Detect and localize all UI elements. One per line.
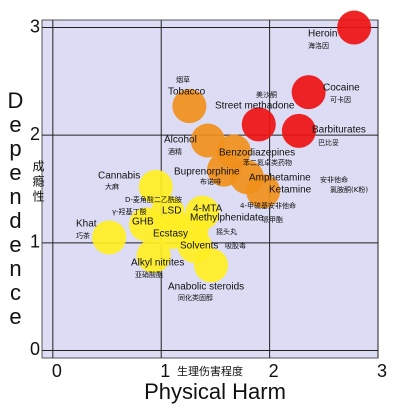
point-label-cn: 吸胶毒	[225, 241, 246, 250]
plot-area	[41, 19, 379, 359]
point-label-cn: 巧茶	[76, 231, 90, 240]
point-label: Amphetamine	[249, 173, 311, 184]
bubble	[291, 75, 326, 110]
bubble	[194, 248, 229, 283]
point-label-cn: 哌甲酯	[262, 215, 283, 224]
x-tick-label: 2	[269, 361, 279, 381]
point-label-cn: 安非他命	[320, 175, 348, 184]
point-label: Benzodiazepines	[219, 148, 295, 159]
point-label: 4-MTA	[193, 204, 223, 215]
point-label: Methylphenidate	[190, 213, 264, 224]
y-label-cn: 成瘾性	[31, 160, 45, 205]
x-label: Physical Harm	[144, 379, 286, 404]
y-tick-label: 1	[30, 232, 40, 252]
point-label: Buprenorphine	[174, 167, 240, 178]
point-label-cn: 海洛因	[308, 41, 329, 50]
point-label-cn: 同化类固醇	[178, 293, 213, 302]
point-label: Cocaine	[323, 83, 360, 94]
bubble	[246, 174, 281, 209]
point-label-cn: 烟草	[176, 75, 190, 84]
bubble	[281, 113, 316, 148]
point-label-cn: D-麦角酸二乙酰胺	[125, 195, 182, 204]
point-label: Anabolic steroids	[168, 282, 244, 293]
point-label: Cannabis	[98, 171, 140, 182]
point-label: Street methadone	[215, 101, 295, 112]
x-tick-label: 1	[160, 361, 170, 381]
point-label: Ecstasy	[153, 229, 188, 240]
bubble	[92, 220, 127, 255]
point-label-cn: 亚硝酸酯	[135, 270, 163, 279]
bubble	[129, 207, 164, 242]
point-label-cn: γ-羟基丁酸	[112, 207, 147, 216]
point-label-cn: 摇头丸	[216, 227, 237, 236]
point-label-cn: 巴比妥	[318, 138, 339, 147]
bubble	[190, 123, 225, 158]
point-label: Khat	[76, 219, 97, 230]
point-label: Barbiturates	[312, 125, 366, 136]
point-label-cn: 苯二氮卓类药物	[243, 158, 292, 167]
y-tick-label: 2	[30, 124, 40, 144]
y-tick-label: 3	[30, 16, 40, 36]
y-tick-label: 0	[30, 339, 40, 359]
point-label: Solvents	[180, 241, 218, 252]
point-label-cn: 美沙酮	[256, 90, 277, 99]
point-label-cn: 大麻	[105, 182, 119, 191]
point-label: Alkyl nitrites	[131, 258, 184, 269]
point-label: Heroin	[308, 29, 337, 40]
x-tick-label: 0	[52, 361, 62, 381]
x-label-cn: 生理伤害程度	[177, 364, 243, 378]
point-label-cn: 可卡因	[330, 95, 351, 104]
bubble	[241, 107, 276, 142]
bubble	[172, 89, 207, 124]
x-tick-label: 3	[377, 361, 387, 381]
bubble	[337, 10, 372, 45]
point-label-cn: 4-甲硫基安非他命	[240, 201, 296, 210]
point-label-cn: 布诺啡	[200, 177, 221, 186]
point-label: Tobacco	[168, 87, 206, 98]
point-label-cn: 酒精	[168, 147, 182, 156]
point-label-cn: 氯胺酮(K粉)	[330, 185, 368, 194]
y-label: Dependence	[3, 88, 28, 328]
bubble	[138, 169, 173, 204]
point-label: Alcohol	[164, 135, 197, 146]
point-label: LSD	[162, 206, 181, 217]
bubble	[136, 238, 171, 273]
point-label: Ketamine	[269, 185, 312, 196]
point-label: GHB	[132, 217, 154, 228]
